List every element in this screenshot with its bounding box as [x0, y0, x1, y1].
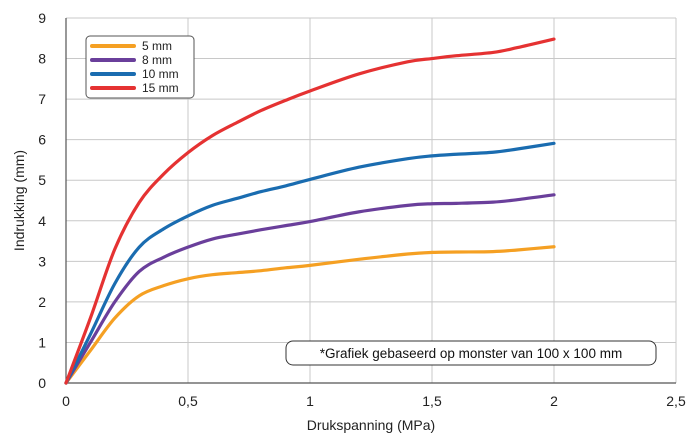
- y-tick-label: 4: [38, 213, 46, 229]
- y-axis-label: Indrukking (mm): [11, 150, 27, 251]
- y-tick-label: 6: [38, 132, 46, 148]
- legend-label: 8 mm: [142, 53, 172, 67]
- y-tick-label: 8: [38, 51, 46, 67]
- y-tick-label: 3: [38, 253, 46, 269]
- legend-label: 10 mm: [142, 67, 179, 81]
- legend-box: [85, 35, 195, 99]
- annotation-frame: [285, 340, 657, 366]
- series-line-4: [64, 37, 556, 385]
- series-lines: [64, 37, 556, 385]
- x-tick-label: 0,5: [178, 393, 198, 409]
- annotation-text: *Grafiek gebaseerd op monster van 100 x …: [320, 346, 622, 361]
- y-tick-label: 2: [38, 294, 46, 310]
- series-line-3: [64, 141, 556, 385]
- legend-label: 5 mm: [142, 39, 172, 53]
- x-axis-label: Drukspanning (MPa): [307, 417, 435, 433]
- y-tick-label: 9: [38, 10, 46, 26]
- y-tick-label: 0: [38, 375, 46, 391]
- x-tick-label: 2: [550, 393, 558, 409]
- y-tick-label: 7: [38, 91, 46, 107]
- x-tick-labels: 0 0,5 1 1,5 2 2,5: [62, 393, 686, 409]
- axes: [65, 18, 676, 384]
- annotation-box: *Grafiek gebaseerd op monster van 100 x …: [285, 340, 657, 366]
- x-tick-label: 1,5: [422, 393, 442, 409]
- series-line-1: [64, 245, 556, 385]
- series-line-2: [64, 193, 556, 385]
- y-tick-labels: 0 1 2 3 4 5 6 7 8 9: [38, 10, 46, 391]
- legend-label: 15 mm: [142, 81, 179, 95]
- y-tick-label: 5: [38, 172, 46, 188]
- x-tick-label: 0: [62, 393, 70, 409]
- x-tick-label: 1: [306, 393, 314, 409]
- y-tick-label: 1: [38, 334, 46, 350]
- x-tick-label: 2,5: [666, 393, 686, 409]
